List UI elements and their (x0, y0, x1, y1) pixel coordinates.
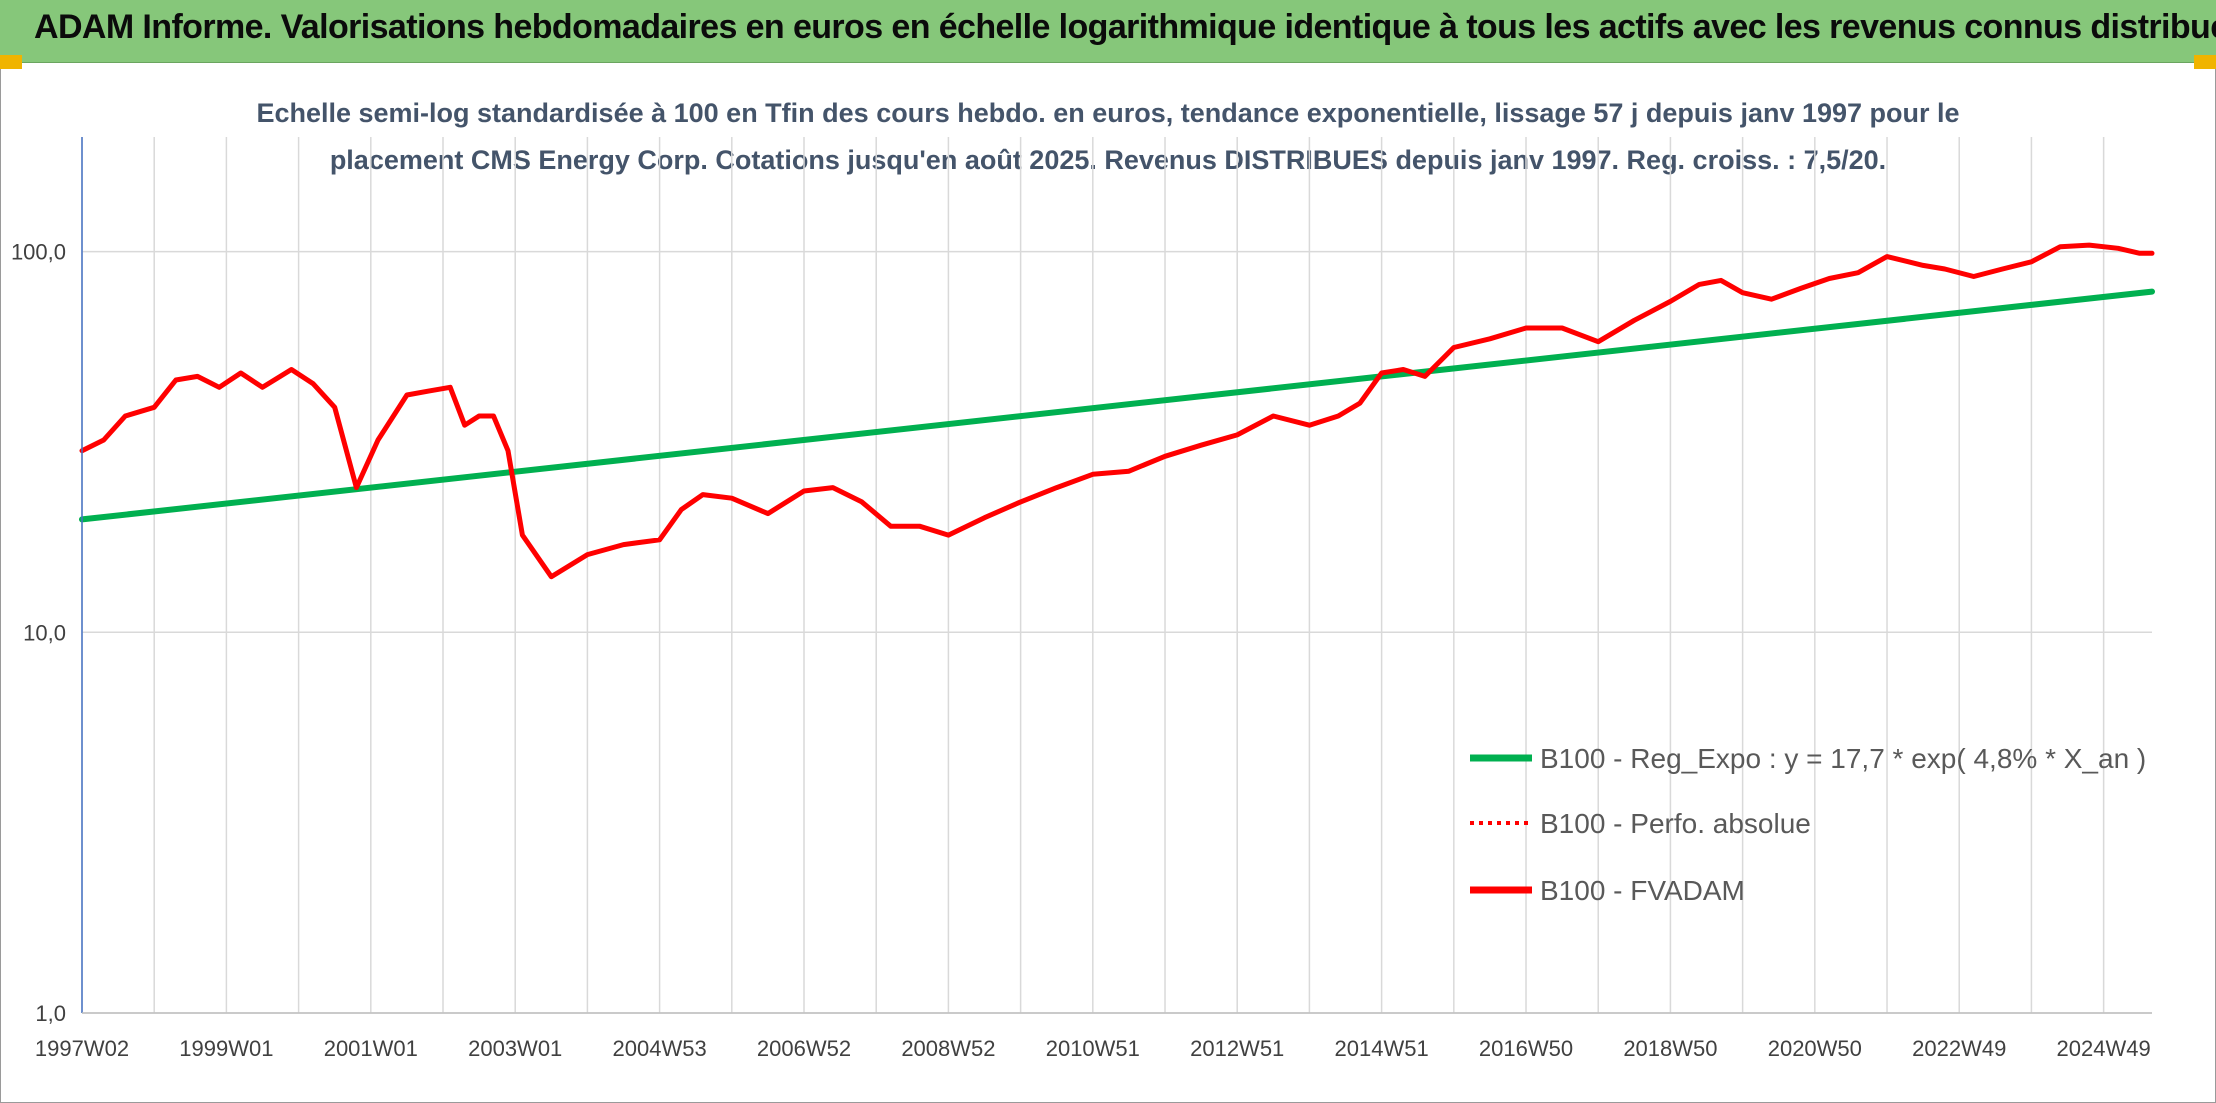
x-tick-label: 2024W49 (2057, 1036, 2151, 1061)
page-title: ADAM Informe. Valorisations hebdomadaire… (34, 8, 2216, 46)
x-tick-label: 2008W52 (901, 1036, 995, 1061)
y-tick-label: 10,0 (23, 620, 66, 645)
x-tick-label: 1999W01 (179, 1036, 273, 1061)
x-tick-label: 2018W50 (1623, 1036, 1717, 1061)
corner-marker-left (0, 55, 22, 69)
header-bar: ADAM Informe. Valorisations hebdomadaire… (0, 0, 2216, 63)
legend: B100 - Reg_Expo : y = 17,7 * exp( 4,8% *… (1470, 743, 2146, 906)
y-tick-label: 1,0 (35, 1001, 66, 1026)
chart-subtitle-line-2: placement CMS Energy Corp. Cotations jus… (330, 145, 1886, 175)
x-tick-label: 2004W53 (613, 1036, 707, 1061)
x-tick-label: 2006W52 (757, 1036, 851, 1061)
gridlines (81, 137, 2152, 1014)
legend-label: B100 - Reg_Expo : y = 17,7 * exp( 4,8% *… (1540, 743, 2146, 774)
x-tick-label: 2001W01 (324, 1036, 418, 1061)
x-tick-label: 2010W51 (1046, 1036, 1140, 1061)
chart-subtitle-line-1: Echelle semi-log standardisée à 100 en T… (256, 98, 1959, 128)
legend-label: B100 - FVADAM (1540, 875, 1745, 906)
x-tick-label: 2022W49 (1912, 1036, 2006, 1061)
plot-area (79, 242, 2155, 580)
x-tick-label: 2016W50 (1479, 1036, 1573, 1061)
x-tick-label: 1997W02 (35, 1036, 129, 1061)
x-tick-label: 2020W50 (1768, 1036, 1862, 1061)
axes: 1,0 10,0 100,0 1997W02 1999W01 2001W01 2003W01… (11, 137, 2152, 1061)
x-tick-label: 2003W01 (468, 1036, 562, 1061)
series-line-fvadam (79, 242, 2155, 580)
legend-label: B100 - Perfo. absolue (1540, 808, 1811, 839)
y-tick-label: 100,0 (11, 240, 66, 265)
x-tick-label: 2014W51 (1335, 1036, 1429, 1061)
series-line-regression (79, 288, 2155, 523)
x-tick-label: 2012W51 (1190, 1036, 1284, 1061)
corner-marker-right (2194, 55, 2216, 69)
